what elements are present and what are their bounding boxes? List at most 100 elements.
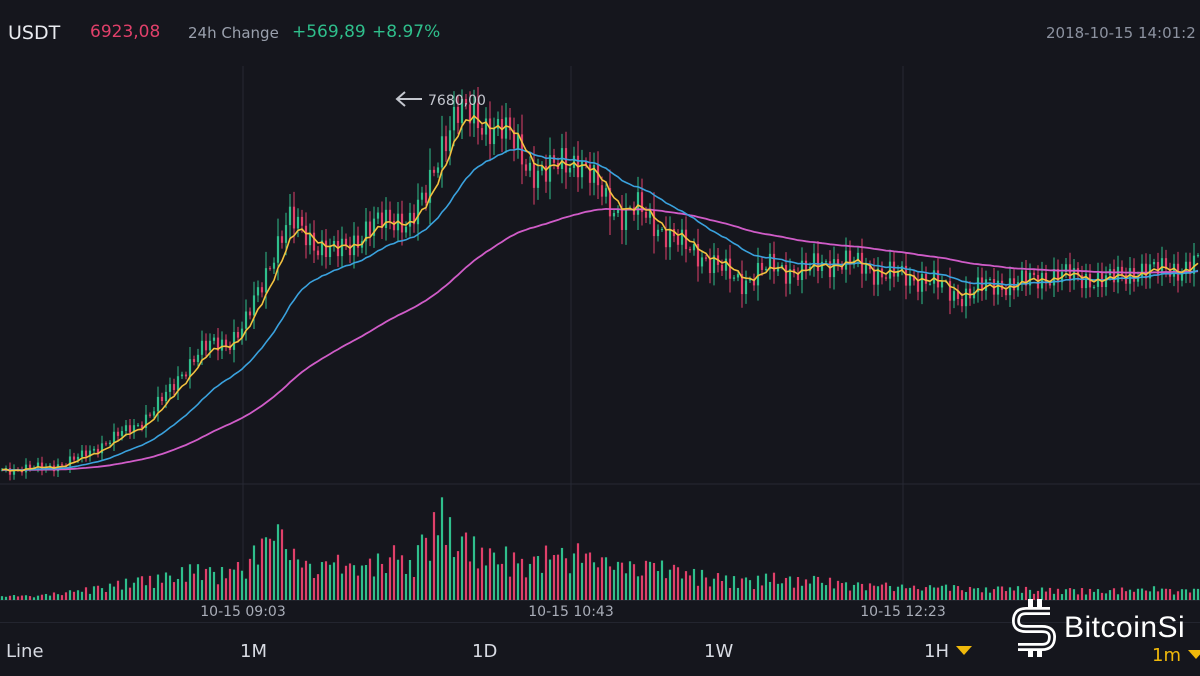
volume-bar (1064, 589, 1068, 600)
candle-body (1152, 262, 1156, 265)
candle-body (28, 464, 32, 469)
volume-bar (212, 571, 216, 600)
candle-body (1164, 258, 1168, 270)
candle-body (700, 257, 704, 267)
candle-body (128, 425, 132, 433)
x-axis-labels: 10-15 09:03 10-15 10:43 10-15 12:23 (200, 604, 945, 620)
volume-bar (608, 566, 612, 600)
volume-bar (680, 578, 684, 600)
candle-body (892, 261, 896, 277)
candle-body (36, 462, 40, 468)
tab-1d[interactable]: 1D (472, 641, 498, 662)
volume-bar (568, 573, 572, 600)
candle-body (940, 281, 944, 288)
bitcoinsistemi-logo: BitcoinSi (1010, 596, 1200, 660)
candle-body (432, 169, 436, 173)
candle-body (164, 391, 168, 401)
volume-bar (932, 587, 936, 600)
volume-bar (668, 569, 672, 600)
candle-body (464, 98, 468, 105)
ma-slow-line (1, 207, 1199, 472)
candle-body (540, 165, 544, 171)
candle-body (812, 253, 816, 267)
volume-bar (392, 545, 396, 600)
volume-bar (708, 586, 712, 600)
volume-bar (176, 578, 180, 600)
volume-bar (912, 585, 916, 600)
candle-body (640, 192, 644, 212)
volume-bar (44, 593, 48, 600)
volume-bar (1032, 593, 1036, 600)
volume-bar (1112, 588, 1116, 600)
candle-body (232, 332, 236, 350)
volume-bar (52, 592, 56, 600)
candle-body (932, 270, 936, 284)
volume-bar (940, 585, 944, 600)
candle-body (344, 238, 348, 245)
candle-body (652, 209, 656, 237)
tab-1w[interactable]: 1W (704, 641, 734, 662)
candle-body (876, 268, 880, 285)
volume-bar (1068, 588, 1072, 600)
volume-bar (944, 584, 948, 600)
volume-bar (512, 552, 516, 600)
candle-body (1104, 275, 1108, 288)
candle-body (532, 162, 536, 188)
volume-bar (184, 581, 188, 600)
volume-bar (1108, 590, 1112, 600)
volume-bar (1016, 586, 1020, 600)
volume-bar (796, 577, 800, 600)
candle-body (460, 98, 464, 123)
candle-body (668, 228, 672, 248)
candle-body (192, 359, 196, 362)
volume-bar (1028, 589, 1032, 600)
candle-body (280, 236, 284, 243)
volume-bar (448, 517, 452, 600)
candle-body (528, 162, 532, 171)
volume-bar (224, 578, 228, 600)
candle-body (624, 208, 628, 230)
trading-pair[interactable]: USDT (8, 22, 61, 44)
volume-bar (692, 568, 696, 600)
volume-bar (968, 586, 972, 600)
volume-bar (840, 583, 844, 600)
volume-bar (1184, 589, 1188, 600)
candle-body (148, 414, 152, 416)
volume-bar (528, 563, 532, 600)
volume-bar (432, 512, 436, 600)
candle-body (332, 240, 336, 247)
volume-bar (828, 577, 832, 600)
volume-bar (868, 583, 872, 600)
tab-1m-month[interactable]: 1M (240, 641, 267, 662)
candle-body (1040, 272, 1044, 289)
volume-bar (16, 596, 20, 600)
candle-body (656, 229, 660, 237)
volume-bar (1012, 590, 1016, 600)
candle-body (132, 425, 136, 433)
volume-bar (400, 555, 404, 600)
price-chart[interactable]: 10-15 09:03 10-15 10:43 10-15 12:23 7680,0… (0, 66, 1200, 622)
tab-line[interactable]: Line (6, 641, 44, 662)
volume-bar (424, 537, 428, 600)
tab-1m-minute[interactable]: 1m (1152, 645, 1200, 666)
candle-body (376, 212, 380, 219)
volume-bar (516, 563, 520, 600)
volume-bar (920, 590, 924, 600)
volume-bar (852, 584, 856, 600)
volume-bar (240, 570, 244, 600)
volume-bar (284, 549, 288, 600)
candle-body (1140, 263, 1144, 277)
volume-bar (1052, 593, 1056, 600)
tab-1h[interactable]: 1H (924, 641, 972, 662)
volume-bar (360, 565, 364, 600)
candle-body (84, 450, 88, 457)
candle-body (1076, 268, 1080, 276)
candle-body (492, 128, 496, 145)
candle-body (748, 279, 752, 281)
candle-body (564, 148, 568, 173)
volume-bar (732, 576, 736, 600)
volume-bar (1040, 587, 1044, 600)
candle-body (580, 161, 584, 178)
candle-body (1132, 268, 1136, 282)
candle-body (828, 261, 832, 278)
